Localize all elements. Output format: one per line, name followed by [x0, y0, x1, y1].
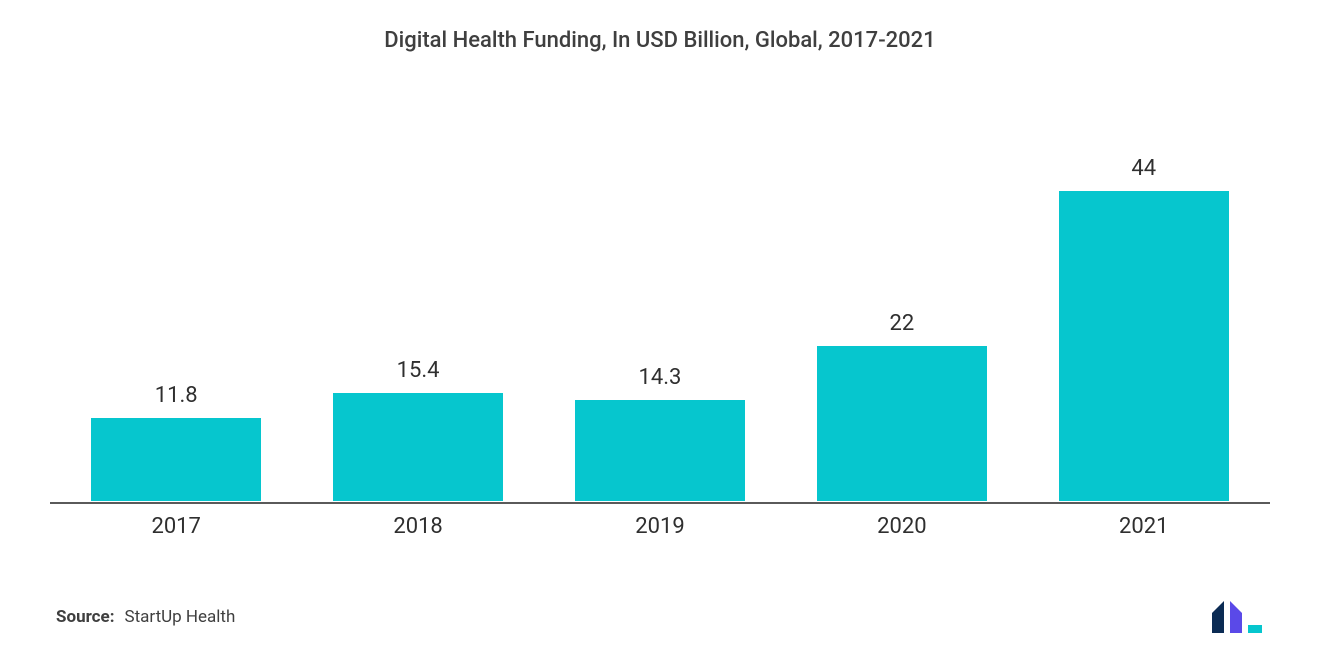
brand-logo-icon	[1210, 599, 1264, 635]
bar-value-label: 11.8	[155, 383, 198, 408]
bar-group: 15.4	[312, 358, 524, 502]
bar-chart: Digital Health Funding, In USD Billion, …	[50, 20, 1270, 635]
bar-group: 14.3	[554, 365, 766, 501]
bar-value-label: 22	[890, 311, 915, 336]
chart-title: Digital Health Funding, In USD Billion, …	[50, 28, 1270, 53]
bar	[333, 393, 503, 502]
bar-group: 22	[796, 311, 1008, 501]
x-axis-label: 2020	[796, 514, 1008, 539]
x-axis-label: 2017	[70, 514, 282, 539]
chart-footer: Source: StartUp Health	[50, 599, 1270, 635]
x-axis-label: 2019	[554, 514, 766, 539]
source-label: Source:	[56, 607, 114, 627]
bar-group: 44	[1038, 156, 1250, 501]
bar	[1059, 191, 1229, 501]
source-line: Source: StartUp Health	[56, 607, 235, 627]
bar-value-label: 14.3	[639, 365, 682, 390]
x-axis-labels: 2017 2018 2019 2020 2021	[50, 504, 1270, 539]
bar-value-label: 44	[1131, 156, 1156, 181]
source-text: StartUp Health	[124, 607, 235, 627]
plot-area: 11.8 15.4 14.3 22 44	[50, 73, 1270, 502]
x-axis-label: 2018	[312, 514, 524, 539]
bar-value-label: 15.4	[397, 358, 440, 383]
x-axis-label: 2021	[1038, 514, 1250, 539]
bar	[817, 346, 987, 501]
bar	[91, 418, 261, 501]
bar-group: 11.8	[70, 383, 282, 501]
bar	[575, 400, 745, 501]
